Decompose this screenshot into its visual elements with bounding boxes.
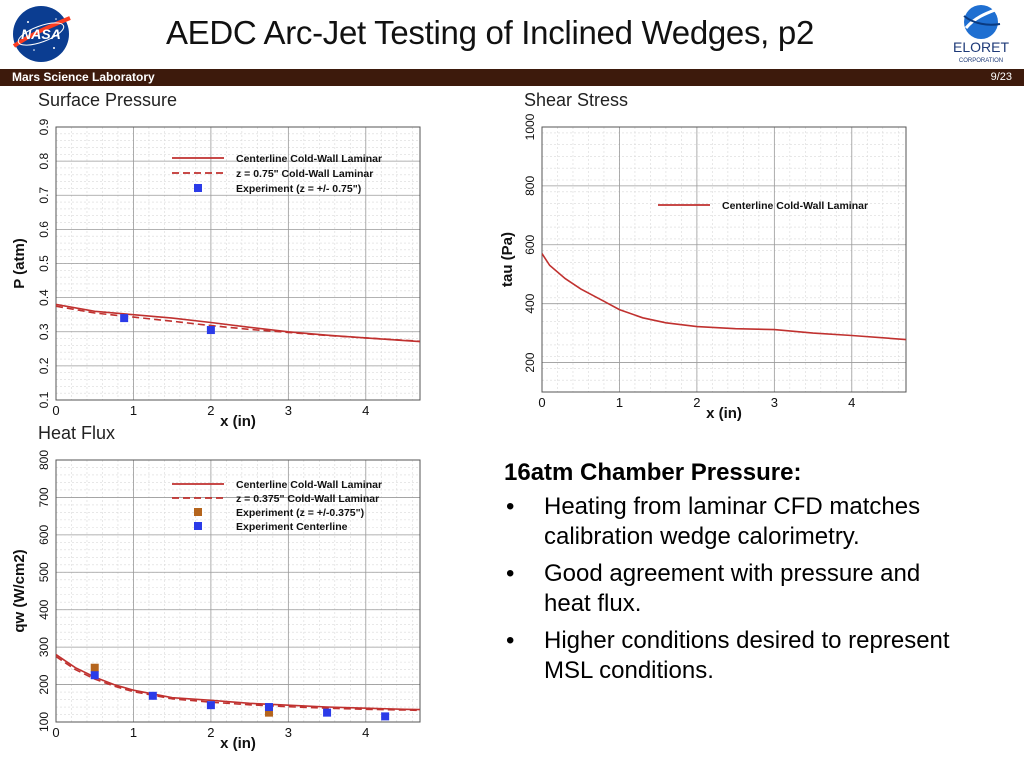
bullet-text: Good agreement with pressure and heat fl… xyxy=(544,560,921,617)
data-point xyxy=(206,701,215,710)
x-tick-label: 2 xyxy=(693,395,700,410)
x-tick-label: 0 xyxy=(52,403,59,418)
x-tick-label: 3 xyxy=(285,725,292,740)
y-tick-label: 0.9 xyxy=(37,118,51,135)
data-point xyxy=(90,671,99,680)
legend-marker xyxy=(194,184,202,192)
x-tick-label: 0 xyxy=(538,395,545,410)
bullet-dot-icon: • xyxy=(506,627,515,654)
y-tick-label: 800 xyxy=(523,176,537,196)
footer-label: Mars Science Laboratory xyxy=(12,70,155,84)
y-tick-label: 100 xyxy=(37,712,51,732)
page-number: 9/23 xyxy=(990,71,1012,83)
series-line xyxy=(542,253,906,341)
y-tick-label: 400 xyxy=(37,599,51,619)
text-block: 16atm Chamber Pressure: • Heating from l… xyxy=(504,458,954,693)
y-tick-label: 0.4 xyxy=(37,289,51,306)
y-tick-label: 0.5 xyxy=(37,255,51,272)
legend-label: Centerline Cold-Wall Laminar xyxy=(236,479,382,491)
bullet-item: • Heating from laminar CFD matches calib… xyxy=(504,492,954,552)
bullet-text: Higher conditions desired to represent M… xyxy=(544,627,950,684)
y-tick-label: 300 xyxy=(37,637,51,657)
header-band: Mars Science Laboratory 9/23 xyxy=(0,69,1024,86)
y-tick-label: 400 xyxy=(523,293,537,313)
y-tick-label: 600 xyxy=(523,234,537,254)
plot-frame xyxy=(55,459,421,723)
y-tick-label: 200 xyxy=(37,674,51,694)
x-axis-label: x (in) xyxy=(706,405,742,422)
x-axis-label: x (in) xyxy=(220,735,256,752)
x-tick-label: 4 xyxy=(362,403,369,418)
y-tick-label: 0.3 xyxy=(37,323,51,340)
legend-label: Experiment Centerline xyxy=(236,521,348,533)
slide-title: AEDC Arc-Jet Testing of Inclined Wedges,… xyxy=(165,14,815,51)
x-tick-label: 3 xyxy=(771,395,778,410)
x-tick-label: 3 xyxy=(285,403,292,418)
x-tick-label: 1 xyxy=(130,403,137,418)
data-point xyxy=(381,712,390,721)
data-point xyxy=(264,703,273,712)
legend-label: z = 0.75" Cold-Wall Laminar xyxy=(236,168,373,180)
y-tick-label: 0.7 xyxy=(37,187,51,204)
legend-label: Experiment (z = +/-0.375") xyxy=(236,507,364,519)
pressure-chart: Surface Pressure 0 1 2 3 4 0.1 0.2 0.3 0.4 0.5 0.6 0… xyxy=(11,90,421,430)
y-tick-label: 600 xyxy=(37,525,51,545)
legend-marker xyxy=(194,522,202,530)
y-axis-label: tau (Pa) xyxy=(499,232,516,287)
text-heading: 16atm Chamber Pressure: xyxy=(504,459,802,486)
data-point xyxy=(148,691,157,700)
x-tick-label: 2 xyxy=(207,403,214,418)
chart-title: Shear Stress xyxy=(524,90,628,110)
y-tick-label: 1000 xyxy=(523,113,537,140)
y-tick-label: 0.2 xyxy=(37,357,51,374)
chart-title: Heat Flux xyxy=(38,423,115,443)
svg-text:ELORET: ELORET xyxy=(953,39,1009,55)
chart-title: Surface Pressure xyxy=(38,90,177,110)
bullet-item: • Higher conditions desired to represent… xyxy=(504,626,954,686)
x-axis-label: x (in) xyxy=(220,413,256,430)
bullet-text: Heating from laminar CFD matches calibra… xyxy=(544,493,921,550)
y-tick-label: 0.1 xyxy=(37,391,51,408)
x-tick-label: 4 xyxy=(362,725,369,740)
bullet-item: • Good agreement with pressure and heat … xyxy=(504,559,954,619)
legend-label: Experiment (z = +/- 0.75") xyxy=(236,183,361,195)
heatflux-chart: Heat Flux 0 1 2 3 4 100 200 300 400 500 600 700 800 x … xyxy=(11,423,421,752)
y-tick-label: 200 xyxy=(523,352,537,372)
y-tick-label: 0.8 xyxy=(37,152,51,169)
y-tick-label: 0.6 xyxy=(37,221,51,238)
data-point xyxy=(206,326,215,335)
x-tick-label: 1 xyxy=(616,395,623,410)
data-point xyxy=(90,663,99,672)
y-tick-label: 500 xyxy=(37,562,51,582)
nasa-logo: NASA xyxy=(6,4,76,64)
bullet-dot-icon: • xyxy=(506,493,515,520)
y-axis-label: P (atm) xyxy=(11,238,28,289)
x-tick-label: 2 xyxy=(207,725,214,740)
eloret-logo: ELORET CORPORATION xyxy=(942,2,1020,68)
legend-label: Centerline Cold-Wall Laminar xyxy=(236,153,382,165)
svg-text:NASA: NASA xyxy=(21,26,61,42)
plot-frame xyxy=(541,126,907,393)
x-tick-label: 1 xyxy=(130,725,137,740)
y-tick-label: 700 xyxy=(37,487,51,507)
legend-label: Centerline Cold-Wall Laminar xyxy=(722,200,868,212)
shear-chart: Shear Stress 0 1 2 3 4 200 400 600 800 1000 x (in) t… xyxy=(499,90,907,422)
data-point xyxy=(323,708,332,717)
svg-text:CORPORATION: CORPORATION xyxy=(959,58,1003,64)
y-axis-label: qw (W/cm2) xyxy=(11,549,28,632)
bullet-dot-icon: • xyxy=(506,560,515,587)
y-tick-label: 800 xyxy=(37,450,51,470)
series-line xyxy=(56,305,420,343)
legend-label: z = 0.375" Cold-Wall Laminar xyxy=(236,493,379,505)
x-tick-label: 4 xyxy=(848,395,855,410)
legend-marker xyxy=(194,508,202,516)
data-point xyxy=(264,708,273,717)
plot-frame xyxy=(55,126,421,401)
data-point xyxy=(120,314,129,323)
x-tick-label: 0 xyxy=(52,725,59,740)
